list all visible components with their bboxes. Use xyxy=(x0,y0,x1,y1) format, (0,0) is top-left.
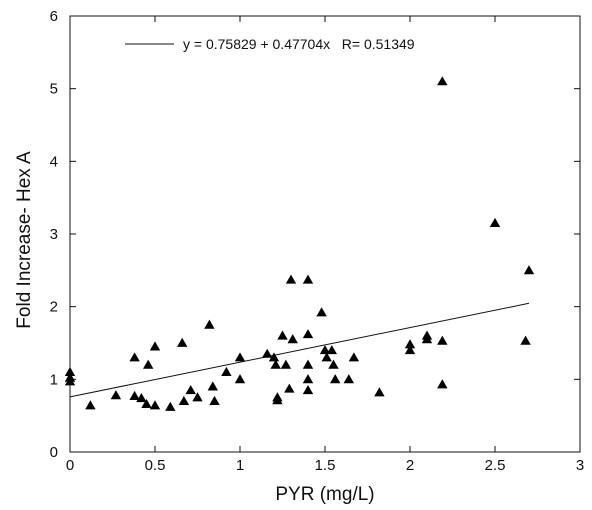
data-point xyxy=(149,400,161,410)
plot-frame xyxy=(69,15,581,453)
y-axis-ticks: 0 1 2 3 4 5 6 xyxy=(50,8,580,461)
data-point xyxy=(262,348,273,358)
data-point xyxy=(204,319,215,329)
data-point xyxy=(110,390,122,400)
data-point xyxy=(374,387,385,397)
data-point xyxy=(234,374,246,384)
data-point xyxy=(437,76,448,86)
y-tick-label: 1 xyxy=(50,371,58,388)
x-tick-label: 0.5 xyxy=(145,457,166,474)
data-point xyxy=(520,335,531,345)
data-point xyxy=(328,359,339,369)
data-point xyxy=(129,390,140,400)
data-point xyxy=(221,366,232,376)
regression-line xyxy=(69,302,530,398)
data-point xyxy=(284,383,295,393)
x-tick-label: 2 xyxy=(406,457,414,474)
data-point xyxy=(136,393,147,403)
y-axis-title: Fold Increase- Hex A xyxy=(14,151,35,329)
legend: y = 0.75829 + 0.47704x R= 0.51349 xyxy=(125,36,415,52)
data-point xyxy=(270,359,281,369)
data-point xyxy=(64,366,76,376)
y-tick-label: 2 xyxy=(50,299,58,316)
data-point xyxy=(64,376,76,386)
y-tick-label: 6 xyxy=(50,8,58,25)
data-point xyxy=(421,334,433,344)
data-point xyxy=(489,217,501,227)
data-point xyxy=(404,345,416,355)
data-point xyxy=(141,398,152,408)
data-point xyxy=(330,374,341,384)
x-tick-label: 0 xyxy=(66,457,74,474)
data-point xyxy=(277,330,288,340)
data-points xyxy=(64,76,535,411)
data-point xyxy=(285,274,297,284)
data-point xyxy=(319,345,331,355)
data-point xyxy=(143,359,154,369)
data-point xyxy=(280,359,292,369)
y-tick-label: 0 xyxy=(50,444,58,461)
data-point xyxy=(302,374,314,384)
y-tick-label: 5 xyxy=(50,81,58,98)
data-point xyxy=(437,335,448,345)
data-point xyxy=(192,392,203,402)
data-point xyxy=(165,401,176,411)
data-point xyxy=(348,352,360,362)
data-point xyxy=(437,379,448,389)
data-point xyxy=(316,307,327,317)
legend-text: y = 0.75829 + 0.47704x R= 0.51349 xyxy=(183,36,415,52)
data-point xyxy=(85,400,96,410)
plot-border xyxy=(69,15,581,453)
data-point xyxy=(302,329,314,339)
y-tick-label: 4 xyxy=(50,153,58,170)
data-point xyxy=(268,352,280,362)
data-point xyxy=(302,385,314,395)
data-point xyxy=(234,352,246,362)
data-point xyxy=(207,381,218,391)
x-tick-label: 1 xyxy=(236,457,244,474)
data-point xyxy=(177,337,188,347)
data-point xyxy=(302,274,314,284)
data-point xyxy=(178,395,190,406)
data-point xyxy=(302,359,314,369)
data-point xyxy=(321,352,332,362)
y-tick-label: 3 xyxy=(50,226,58,243)
data-point xyxy=(523,265,535,275)
data-point xyxy=(404,339,416,349)
data-point xyxy=(272,395,283,405)
data-point xyxy=(129,352,140,362)
data-point xyxy=(343,374,354,384)
data-point xyxy=(149,341,161,351)
x-axis-ticks: 0 0.5 1 1.5 2 2.5 3 xyxy=(66,16,584,474)
data-point xyxy=(287,334,298,344)
x-tick-label: 2.5 xyxy=(485,457,506,474)
x-tick-label: 3 xyxy=(576,457,584,474)
data-point xyxy=(209,395,220,406)
data-point xyxy=(326,345,337,355)
data-point xyxy=(185,385,196,395)
x-axis-title: PYR (mg/L) xyxy=(275,484,374,505)
x-tick-label: 1.5 xyxy=(315,457,336,474)
regression-layer xyxy=(69,302,530,398)
